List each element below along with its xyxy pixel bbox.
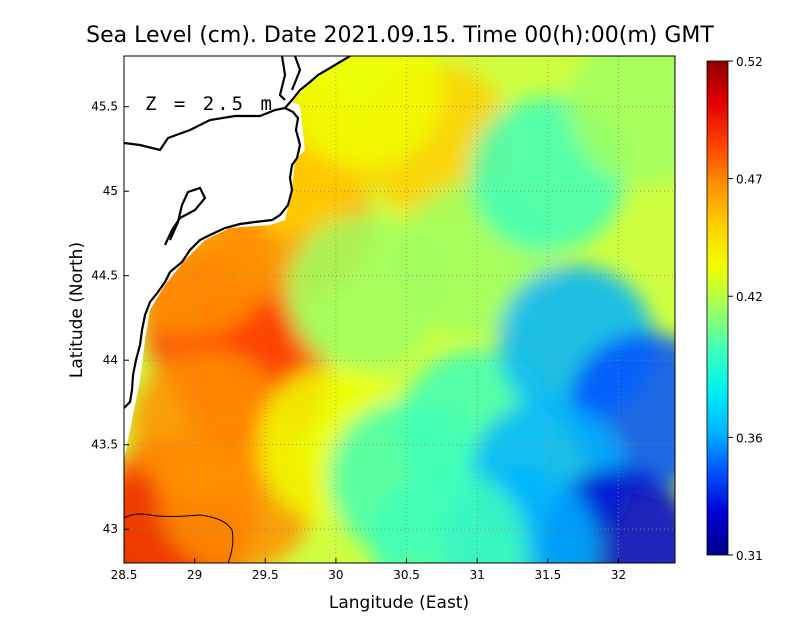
coastline-danube-branch [290, 56, 302, 91]
x-axis-label: Langitude (East) [329, 593, 469, 613]
plot-area: 28.5 29 29.5 30 30.5 31 31.5 32 4343.54444.5454… [91, 55, 676, 582]
depth-label: Z = 2.5 m [145, 93, 275, 115]
contour-line [124, 513, 234, 563]
chart-title: Sea Level (cm). Date 2021.09.15. Time 00… [86, 23, 714, 48]
colorbar-tick-label: 0.52 [736, 55, 763, 69]
x-tick-label: 28.5 [111, 568, 138, 582]
field-sample [286, 56, 443, 168]
colorbar-tick-label: 0.42 [736, 290, 763, 304]
x-axis-ticks: 28.5 29 29.5 30 30.5 31 31.5 32 [111, 558, 626, 582]
x-tick-label: 31 [470, 568, 485, 582]
colorbar-ticks: 0.52 0.47 0.42 0.36 0.31 [728, 55, 763, 563]
coastline-danube [278, 56, 287, 101]
x-tick-label: 29.5 [252, 568, 279, 582]
y-axis-label: Latitude (North) [67, 242, 87, 378]
y-tick-label: 45.5 [91, 100, 118, 114]
x-tick-label: 30 [328, 568, 343, 582]
colorbar-tick-label: 0.47 [736, 173, 763, 187]
colorbar: 0.52 0.47 0.42 0.36 0.31 [706, 55, 763, 563]
x-tick-label: 31.5 [534, 568, 561, 582]
plot-frame [123, 55, 676, 564]
coastline-lagoon [124, 106, 286, 152]
colorbar-tick-label: 0.36 [736, 431, 763, 445]
coastline [124, 56, 351, 409]
colorbar-gradient [706, 60, 729, 556]
field-sample [370, 468, 527, 563]
x-tick-label: 30.5 [393, 568, 420, 582]
y-tick-label: 43.5 [91, 438, 118, 452]
x-tick-label: 29 [187, 568, 202, 582]
field-sample [568, 56, 675, 185]
land-area [124, 56, 305, 460]
y-tick-label: 43 [103, 522, 118, 536]
x-tick-label: 32 [611, 568, 626, 582]
y-tick-label: 45 [103, 184, 118, 198]
field-sample [130, 349, 287, 506]
coastline-inlet [164, 186, 207, 246]
colorbar-tick-label: 0.31 [736, 549, 763, 563]
y-tick-label: 44 [103, 353, 118, 367]
y-axis-ticks: 43 43.5 44 44.5 45 45.5 [91, 100, 129, 536]
y-tick-label: 44.5 [91, 269, 118, 283]
